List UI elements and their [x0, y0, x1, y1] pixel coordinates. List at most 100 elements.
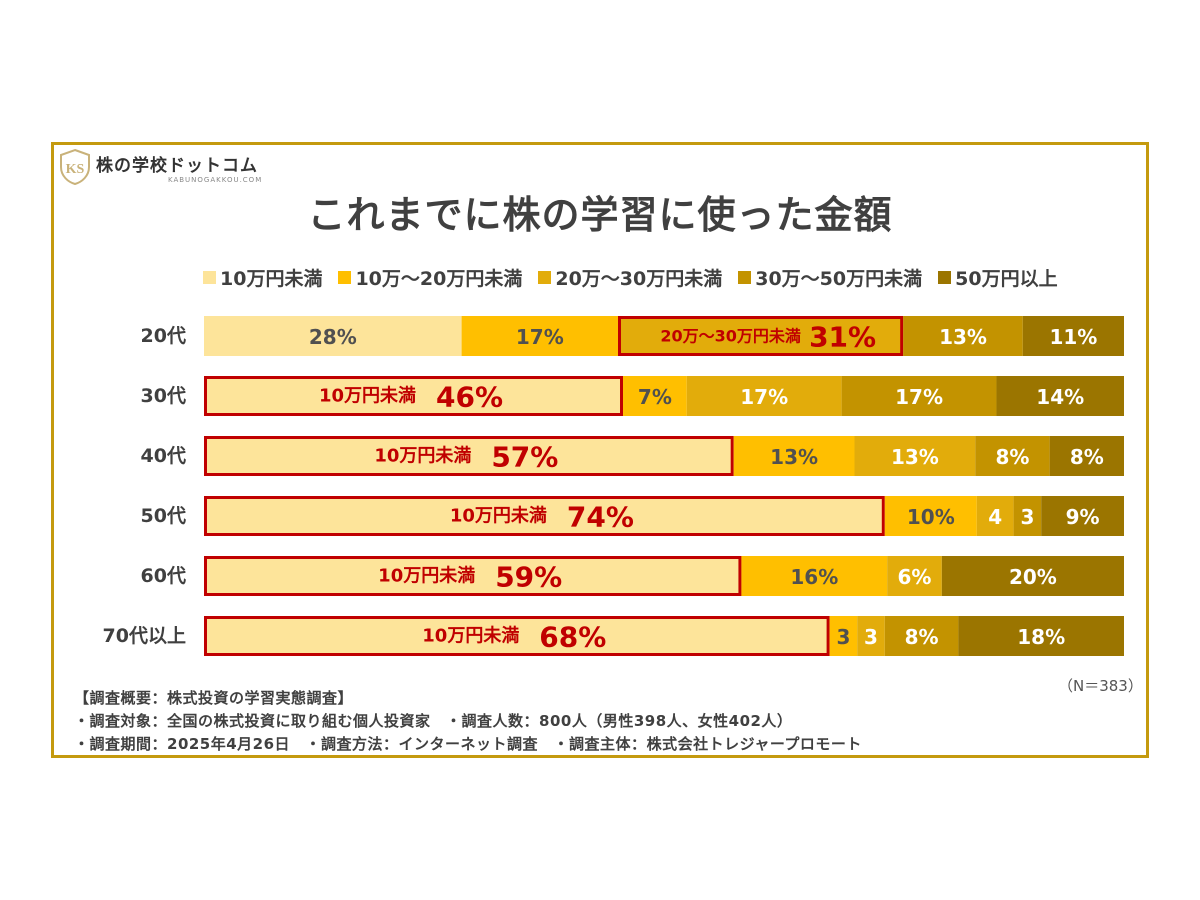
legend-swatch: [538, 270, 552, 284]
survey-note-period: ・調査期間：2025年4月26日 ・調査方法：インターネット調査 ・調査主体：株…: [74, 735, 862, 753]
legend-label: 50万円以上: [955, 267, 1058, 290]
data-label: 20%: [1009, 565, 1057, 589]
highlight-box: [204, 616, 830, 656]
data-label: 18%: [1017, 625, 1065, 649]
chart-legend: 10万円未満 10万～20万円未満 20万～30万円未満 30万～50万円未満 50万円…: [203, 262, 1058, 292]
highlight-value: 68%: [539, 621, 606, 654]
bar-segment: [204, 496, 885, 536]
legend-item: 10万～20万円未満: [338, 264, 522, 291]
category-label: 70代以上: [103, 625, 186, 647]
bar-segment: [854, 436, 976, 476]
highlight-value: 59%: [495, 561, 562, 594]
highlight-value: 46%: [436, 381, 503, 414]
highlight-label: 10万円未満: [450, 505, 547, 527]
sample-size-note: （N＝383）: [1058, 677, 1143, 695]
bar-segment: [733, 436, 855, 476]
highlight-label: 10万円未満: [374, 445, 471, 467]
data-label: 17%: [740, 385, 788, 409]
bar-segment: [741, 556, 888, 596]
shield-logo-icon: KS: [60, 148, 90, 186]
legend-item: 50万円以上: [938, 264, 1058, 291]
bar-segment: [857, 616, 885, 656]
bar-segment: [204, 556, 742, 596]
bar-segment: [958, 616, 1124, 656]
highlight-box: [204, 556, 742, 596]
legend-label: 10万円未満: [220, 267, 323, 290]
legend-label: 20万～30万円未満: [555, 267, 723, 290]
logo-mark: KS: [66, 162, 85, 177]
legend-swatch: [203, 270, 216, 284]
data-label: 3: [864, 625, 878, 649]
chart-title: これまでに株の学習に使った金額: [307, 193, 893, 237]
bar-segment: [841, 376, 997, 416]
legend-item: 30万～50万円未満: [738, 264, 922, 291]
bar-segment: [204, 376, 624, 416]
bar-segment: [686, 376, 842, 416]
bar-segment: [204, 616, 830, 656]
category-label: 60代: [141, 565, 186, 587]
survey-note-target: ・調査対象：全国の株式投資に取り組む個人投資家 ・調査人数：800人（男性398…: [74, 712, 793, 730]
data-label: 13%: [939, 325, 987, 349]
category-label: 20代: [141, 325, 186, 347]
highlight-label: 10万円未満: [378, 565, 475, 587]
data-label: 8%: [996, 445, 1030, 469]
logo: KS 株の学校ドットコム KABUNOGAKKOU.COM: [58, 148, 278, 190]
bar-segment: [618, 316, 904, 356]
legend-label: 10万～20万円未満: [355, 267, 523, 290]
data-label: 3: [836, 625, 850, 649]
bar-segment: [975, 436, 1050, 476]
bar-segment: [996, 376, 1124, 416]
data-label: 14%: [1036, 385, 1084, 409]
highlight-box: [204, 496, 885, 536]
category-label: 40代: [141, 445, 186, 467]
legend-item: 20万～30万円未満: [538, 264, 722, 291]
data-label: 10%: [907, 505, 955, 529]
bar-segment: [903, 316, 1023, 356]
legend-swatch: [338, 270, 352, 284]
survey-note-heading: 【調査概要：株式投資の学習実態調査】: [74, 689, 354, 707]
highlight-label: 20万～30万円未満: [660, 327, 801, 346]
bar-segment: [1041, 496, 1124, 536]
data-label: 17%: [895, 385, 943, 409]
data-label: 8%: [905, 625, 939, 649]
bar-segment: [976, 496, 1014, 536]
data-label: 17%: [516, 325, 564, 349]
logo-subtitle: KABUNOGAKKOU.COM: [168, 176, 263, 184]
legend-item: 10万円未満: [203, 264, 322, 291]
bar-segment: [623, 376, 687, 416]
bar-segment: [1013, 496, 1042, 536]
legend-swatch: [738, 270, 752, 284]
bar-segment: [884, 616, 959, 656]
bar-segment: [204, 436, 734, 476]
data-label: 6%: [898, 565, 932, 589]
data-label: 8%: [1070, 445, 1104, 469]
highlight-value: 74%: [567, 501, 634, 534]
highlight-box: [618, 316, 904, 356]
bar-segment: [204, 316, 462, 356]
highlight-value: 31%: [809, 321, 876, 354]
data-label: 28%: [309, 325, 357, 349]
data-label: 11%: [1049, 325, 1097, 349]
data-label: 3: [1020, 505, 1034, 529]
data-label: 4: [988, 505, 1002, 529]
bar-segment: [884, 496, 977, 536]
highlight-box: [204, 376, 624, 416]
logo-name: 株の学校ドットコム: [96, 156, 258, 176]
bar-segment: [887, 556, 942, 596]
bar-segment: [1022, 316, 1124, 356]
highlight-value: 57%: [491, 441, 558, 474]
bar-segment: [829, 616, 858, 656]
category-label: 30代: [141, 385, 186, 407]
data-label: 13%: [891, 445, 939, 469]
legend-label: 30万～50万円未満: [755, 267, 923, 290]
data-label: 7%: [638, 385, 672, 409]
highlight-label: 10万円未満: [319, 385, 416, 407]
data-label: 9%: [1066, 505, 1100, 529]
category-label: 50代: [141, 505, 186, 527]
bar-segment: [1049, 436, 1124, 476]
data-label: 13%: [770, 445, 818, 469]
data-label: 16%: [790, 565, 838, 589]
highlight-label: 10万円未満: [422, 625, 519, 647]
highlight-box: [204, 436, 734, 476]
